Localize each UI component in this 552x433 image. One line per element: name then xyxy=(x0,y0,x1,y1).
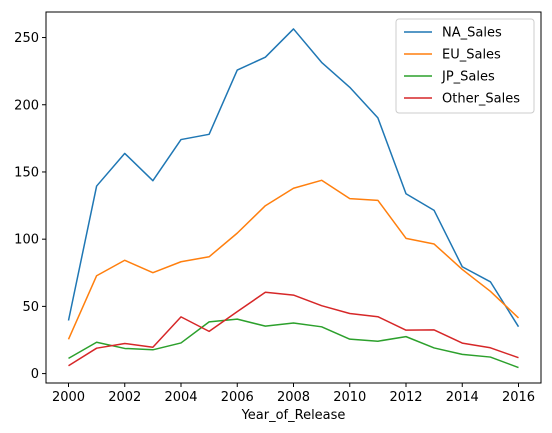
legend-label: NA_Sales xyxy=(442,26,502,41)
legend: NA_Sales EU_Sales JP_Sales Other_Sales xyxy=(395,18,535,114)
legend-label: JP_Sales xyxy=(441,70,495,85)
y-tick-label: 100 xyxy=(14,233,39,248)
x-tick-label: 2002 xyxy=(108,390,141,405)
x-axis-label: Year_of_Release xyxy=(241,408,346,423)
y-axis: 0 50 100 150 200 250 xyxy=(14,31,46,382)
x-tick-label: 2012 xyxy=(389,390,422,405)
legend-label: EU_Sales xyxy=(442,48,501,63)
y-tick-label: 0 xyxy=(31,367,39,382)
series-line-jp-sales xyxy=(68,318,519,369)
series-line-na-sales xyxy=(67,28,520,328)
series-line-eu-sales xyxy=(67,179,520,340)
y-tick-label: 150 xyxy=(14,165,39,180)
series-line-other-sales xyxy=(68,291,519,367)
x-axis: 2000 2002 2004 2006 2008 2010 2012 2014 2016 xyxy=(52,383,535,405)
x-tick-label: 2006 xyxy=(221,390,254,405)
x-tick-label: 2000 xyxy=(52,390,85,405)
legend-label: Other_Sales xyxy=(442,92,520,107)
legend-box xyxy=(395,18,535,114)
x-tick-label: 2014 xyxy=(446,390,479,405)
x-tick-label: 2008 xyxy=(277,390,310,405)
x-tick-label: 2004 xyxy=(164,390,197,405)
x-tick-label: 2016 xyxy=(502,390,535,405)
y-tick-label: 50 xyxy=(22,300,39,315)
series-lines xyxy=(67,28,520,369)
x-tick-label: 2010 xyxy=(333,390,366,405)
y-tick-label: 250 xyxy=(14,31,39,46)
y-tick-label: 200 xyxy=(14,98,39,113)
